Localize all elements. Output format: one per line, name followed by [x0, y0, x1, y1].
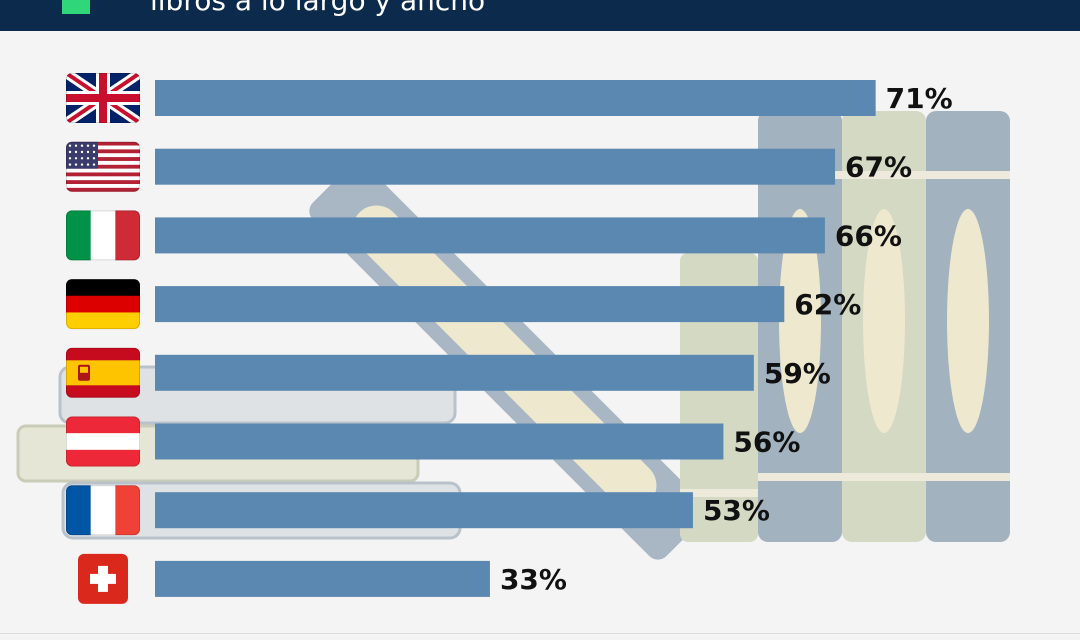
value-label: 56%: [733, 426, 800, 459]
bar: [155, 286, 785, 323]
value-label: 71%: [886, 82, 953, 115]
flag-us-icon: [66, 141, 140, 192]
value-label: 66%: [835, 219, 902, 252]
value-label: 67%: [845, 151, 912, 184]
accent-swatch: [62, 0, 90, 14]
bar: [155, 423, 724, 460]
flag-spain-icon: [66, 347, 140, 398]
flag-france-icon: [66, 485, 140, 536]
flag-germany-icon: [66, 279, 140, 330]
bottom-divider: [0, 633, 1080, 634]
bar: [155, 217, 825, 254]
value-label: 53%: [703, 494, 770, 527]
bar: [155, 148, 836, 185]
flag-switzerland-icon: [78, 553, 128, 604]
flag-uk-icon: [66, 73, 140, 123]
value-label: 33%: [500, 563, 567, 596]
header-band: libros a lo largo y ancho: [0, 0, 1080, 31]
bar: [155, 560, 490, 597]
bar: [155, 354, 754, 391]
bar: [155, 80, 876, 116]
page-subtitle: libros a lo largo y ancho: [150, 0, 486, 17]
value-label: 62%: [794, 288, 861, 321]
flag-italy-icon: [66, 210, 140, 261]
bar: [155, 492, 693, 529]
value-label: 59%: [764, 357, 831, 390]
flag-austria-icon: [66, 416, 140, 467]
